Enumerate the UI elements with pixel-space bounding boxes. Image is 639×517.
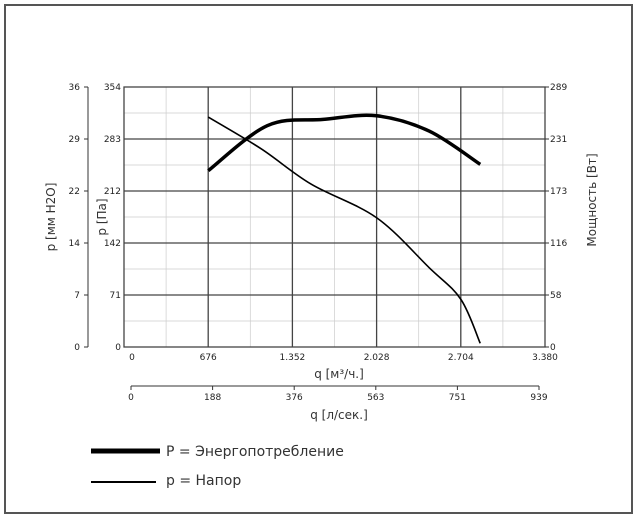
series-lines xyxy=(207,113,482,344)
y-tick-label-power: 0 xyxy=(550,343,556,353)
x-tick-label-m3h: 2.028 xyxy=(364,353,390,363)
legend-label-power: P = Энергопотребление xyxy=(166,444,344,460)
y-tick-label-mmh2o: 0 xyxy=(74,343,80,353)
y-tick-label-pa: 212 xyxy=(104,187,121,197)
x-tick-label-ls: 376 xyxy=(286,393,303,403)
x-tick-label-m3h: 676 xyxy=(200,353,217,363)
y-tick-label-pa: 0 xyxy=(115,343,121,353)
y-tick-label-power: 116 xyxy=(550,239,567,249)
y-tick-label-power: 173 xyxy=(550,187,567,197)
y-tick-label-mmh2o: 36 xyxy=(69,83,81,93)
y-tick-label-mmh2o: 29 xyxy=(69,135,81,145)
y-tick-label-pa: 142 xyxy=(104,239,121,249)
x-tick-label-m3h: 1.352 xyxy=(280,353,306,363)
y-tick-label-power: 231 xyxy=(550,135,567,145)
y-tick-label-mmh2o: 22 xyxy=(69,187,80,197)
y-tick-label-mmh2o: 14 xyxy=(69,239,81,249)
grid-major xyxy=(123,86,546,348)
x-tick-label-m3h: 3.380 xyxy=(532,353,558,363)
grid-minor xyxy=(124,87,545,347)
y-tick-label-pa: 354 xyxy=(104,83,121,93)
x-tick-label-ls: 751 xyxy=(449,393,466,403)
y-axis-label-mmh2o: p [мм H2O] xyxy=(44,183,58,252)
legend-label-pressure: p = Напор xyxy=(166,473,241,489)
x-tick-label-ls: 939 xyxy=(530,393,547,403)
x-tick-label-m3h: 2.704 xyxy=(448,353,474,363)
y-tick-label-pa: 71 xyxy=(110,291,121,301)
y-axis-label-power: Мощность [Вт] xyxy=(585,153,599,246)
x-tick-label-ls: 188 xyxy=(204,393,221,403)
x-tick-label-ls: 0 xyxy=(128,393,134,403)
chart-frame xyxy=(4,4,633,514)
y-tick-label-pa: 283 xyxy=(104,135,121,145)
x-axis-label-ls: q [л/сек.] xyxy=(310,408,368,422)
y-tick-label-mmh2o: 7 xyxy=(74,291,80,301)
y-tick-label-power: 289 xyxy=(550,83,567,93)
x-tick-label-m3h: 0 xyxy=(129,353,135,363)
series-line-power xyxy=(207,113,482,173)
x-axis-label-m3h: q [м³/ч.] xyxy=(314,367,364,381)
y-axis-label-pa: p [Па] xyxy=(95,198,109,235)
y-tick-label-power: 58 xyxy=(550,291,562,301)
plot-border xyxy=(123,86,546,348)
series-line-pressure xyxy=(207,116,481,344)
x-tick-label-ls: 563 xyxy=(367,393,384,403)
